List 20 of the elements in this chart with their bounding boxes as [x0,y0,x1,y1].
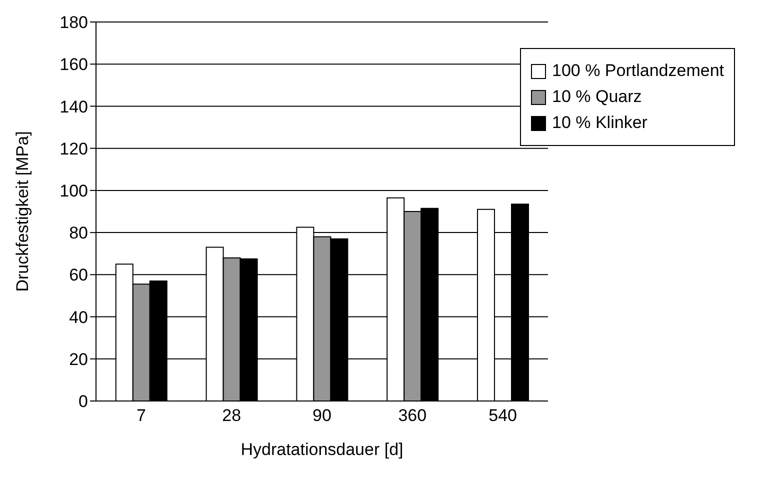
x-tick-label: 540 [488,406,517,426]
y-tick-label: 180 [60,13,88,32]
x-axis-title: Hydratationsdauer [d] [240,440,404,459]
x-tick-label: 7 [136,406,146,426]
y-axis-title: Druckfestigkeit [MPa] [13,131,32,292]
y-tick-label: 160 [60,55,88,74]
y-tick-label: 60 [69,266,88,285]
y-tick-label: 20 [69,350,88,369]
y-tick-label: 140 [60,97,88,116]
y-tick-label: 100 [60,181,88,200]
legend-label: 10 % Klinker [552,113,648,133]
y-tick-label: 80 [69,224,88,243]
x-tick-label: 28 [222,406,242,426]
x-tick-label: 90 [312,406,332,426]
y-tick-label: 120 [60,139,88,158]
legend-label: 100 % Portlandzement [552,61,724,81]
y-tick-label: 40 [69,308,88,327]
x-tick-label: 360 [398,406,427,426]
legend-label: 10 % Quarz [552,87,642,107]
y-tick-label: 0 [78,392,88,412]
